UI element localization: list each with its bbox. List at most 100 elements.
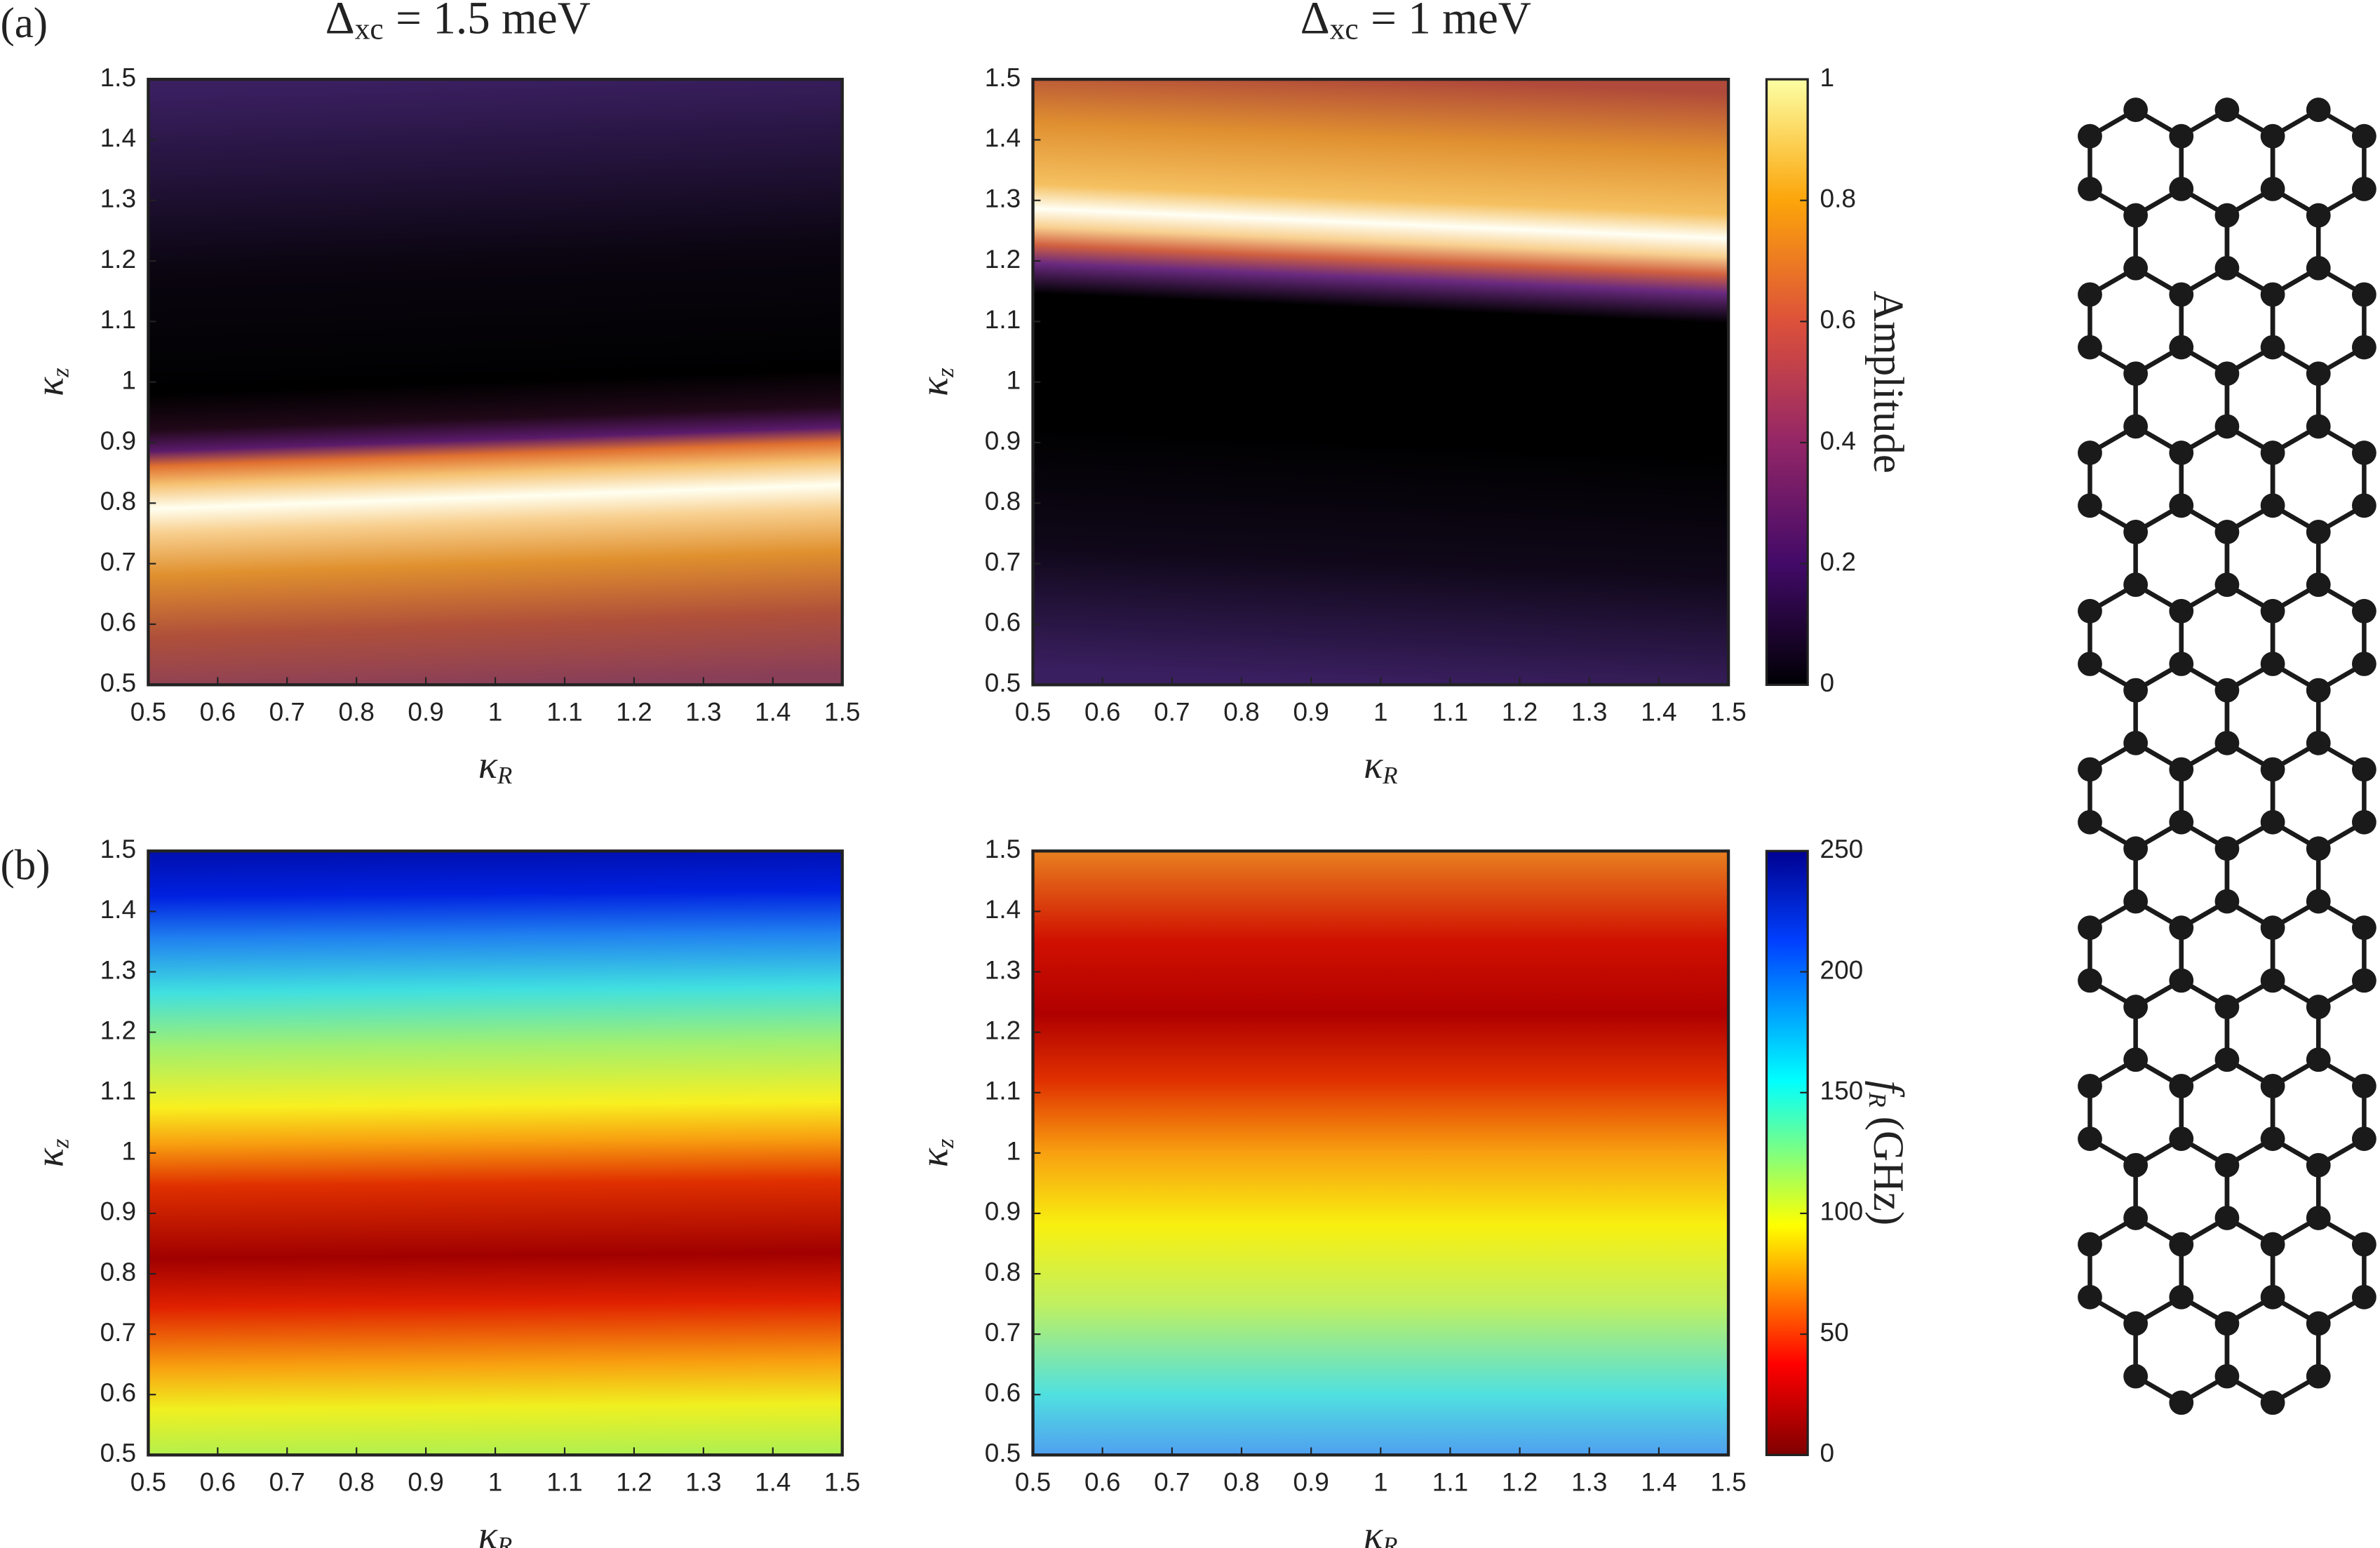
atom [2351, 1284, 2376, 1310]
atom [2260, 809, 2285, 835]
y-tick-label: 0.6 [985, 1378, 1021, 1407]
y-tick-label: 1.3 [985, 955, 1021, 984]
label-symbol: κ [478, 743, 498, 787]
atom [2123, 1311, 2149, 1336]
atom [2260, 282, 2285, 307]
atom [2214, 1311, 2240, 1336]
label-symbol: κ [29, 1147, 72, 1167]
atom [2260, 757, 2285, 782]
atom [2306, 203, 2331, 228]
atom [2260, 968, 2285, 993]
colorbar-tick-label: 0 [1820, 1439, 1835, 1467]
y-tick-label: 0.5 [985, 1439, 1021, 1467]
title-symbol: Δ [1300, 0, 1330, 44]
label-symbol: κ [1364, 743, 1383, 787]
label-symbol: κ [913, 377, 957, 396]
atom [2123, 97, 2149, 122]
atom [2351, 177, 2376, 201]
atom [2214, 1047, 2240, 1072]
y-tick-label: 1.4 [100, 895, 136, 924]
y-tick-label: 0.9 [985, 426, 1021, 455]
x-tick-label: 1.5 [1710, 697, 1746, 726]
atom [2078, 282, 2102, 307]
x-tick-label: 0.8 [339, 697, 375, 726]
atom [2123, 520, 2149, 544]
y-tick-label: 1.5 [985, 835, 1021, 863]
atom [2306, 1047, 2331, 1072]
atom [2123, 1152, 2149, 1178]
y-tick-label: 1.3 [100, 184, 136, 213]
atom [2123, 1364, 2149, 1389]
atom [2169, 652, 2194, 676]
atom [2078, 598, 2102, 624]
atom [2078, 915, 2102, 941]
y-tick-label: 0.7 [985, 547, 1021, 576]
axis-label: fR(GHz) [1864, 1080, 1911, 1225]
label-subscript: z [47, 368, 74, 378]
atom [2351, 757, 2376, 782]
atom [2078, 177, 2102, 201]
panel-label: (b) [0, 842, 50, 889]
atom [2306, 889, 2331, 914]
atom [2169, 598, 2194, 624]
atom [2078, 1126, 2102, 1152]
title-rest: = 1 meV [1371, 0, 1531, 44]
label-subscript: z [932, 368, 959, 378]
atom [2169, 1073, 2194, 1098]
title-subscript: xc [355, 13, 384, 46]
x-tick-label: 0.6 [200, 697, 236, 726]
atom [2351, 440, 2376, 465]
atom [2214, 572, 2240, 598]
atom [2214, 678, 2240, 703]
atom [2123, 889, 2149, 914]
y-tick-label: 0.7 [100, 547, 136, 576]
label-subscript: z [47, 1138, 74, 1149]
x-tick-label: 0.7 [1154, 1467, 1190, 1496]
colorbar [1765, 849, 1809, 1456]
x-tick-label: 1.5 [824, 697, 860, 726]
atom [2214, 1364, 2240, 1389]
x-tick-label: 0.6 [1084, 1467, 1120, 1496]
x-tick-label: 1.4 [755, 1467, 791, 1496]
atom [2123, 1047, 2149, 1072]
y-tick-label: 1.2 [985, 1016, 1021, 1044]
atom [2169, 177, 2194, 201]
bond [2133, 1294, 2230, 1406]
y-tick-label: 0.5 [985, 668, 1021, 697]
x-tick-label: 1.3 [685, 1467, 721, 1496]
x-tick-label: 0.9 [1293, 1467, 1329, 1496]
y-tick-label: 0.5 [100, 1439, 136, 1467]
atom [2260, 123, 2285, 149]
atom [2306, 414, 2331, 439]
y-tick-label: 1.1 [100, 1076, 136, 1105]
y-tick-label: 1.2 [100, 1016, 136, 1044]
y-tick-label: 1.1 [985, 1076, 1021, 1105]
label-symbol: κ [913, 1147, 957, 1167]
atom [2260, 652, 2285, 676]
y-tick-label: 1.3 [985, 184, 1021, 213]
y-tick-label: 1 [121, 365, 136, 394]
y-tick-label: 1 [1007, 365, 1021, 394]
y-tick-label: 1.2 [100, 245, 136, 274]
atom [2169, 915, 2194, 941]
x-tick-label: 1.4 [1641, 1467, 1676, 1496]
y-tick-label: 0.6 [100, 608, 136, 637]
atom [2260, 335, 2285, 360]
heatmap [1033, 851, 1729, 1455]
x-tick-label: 0.6 [200, 1467, 236, 1496]
atom [2169, 493, 2194, 518]
atom [2078, 652, 2102, 676]
x-tick-label: 1.5 [1710, 1467, 1746, 1496]
label-subscript: R [1382, 762, 1397, 789]
axis-label: κR [478, 743, 512, 789]
bond [2224, 1294, 2321, 1406]
atom [2306, 97, 2331, 122]
atom [2351, 1126, 2376, 1152]
atom [2351, 493, 2376, 518]
atom [2169, 123, 2194, 149]
atom [2078, 335, 2102, 360]
atom [2306, 572, 2331, 598]
y-tick-label: 0.6 [100, 1378, 136, 1407]
atom [2123, 361, 2149, 386]
atom [2214, 203, 2240, 228]
